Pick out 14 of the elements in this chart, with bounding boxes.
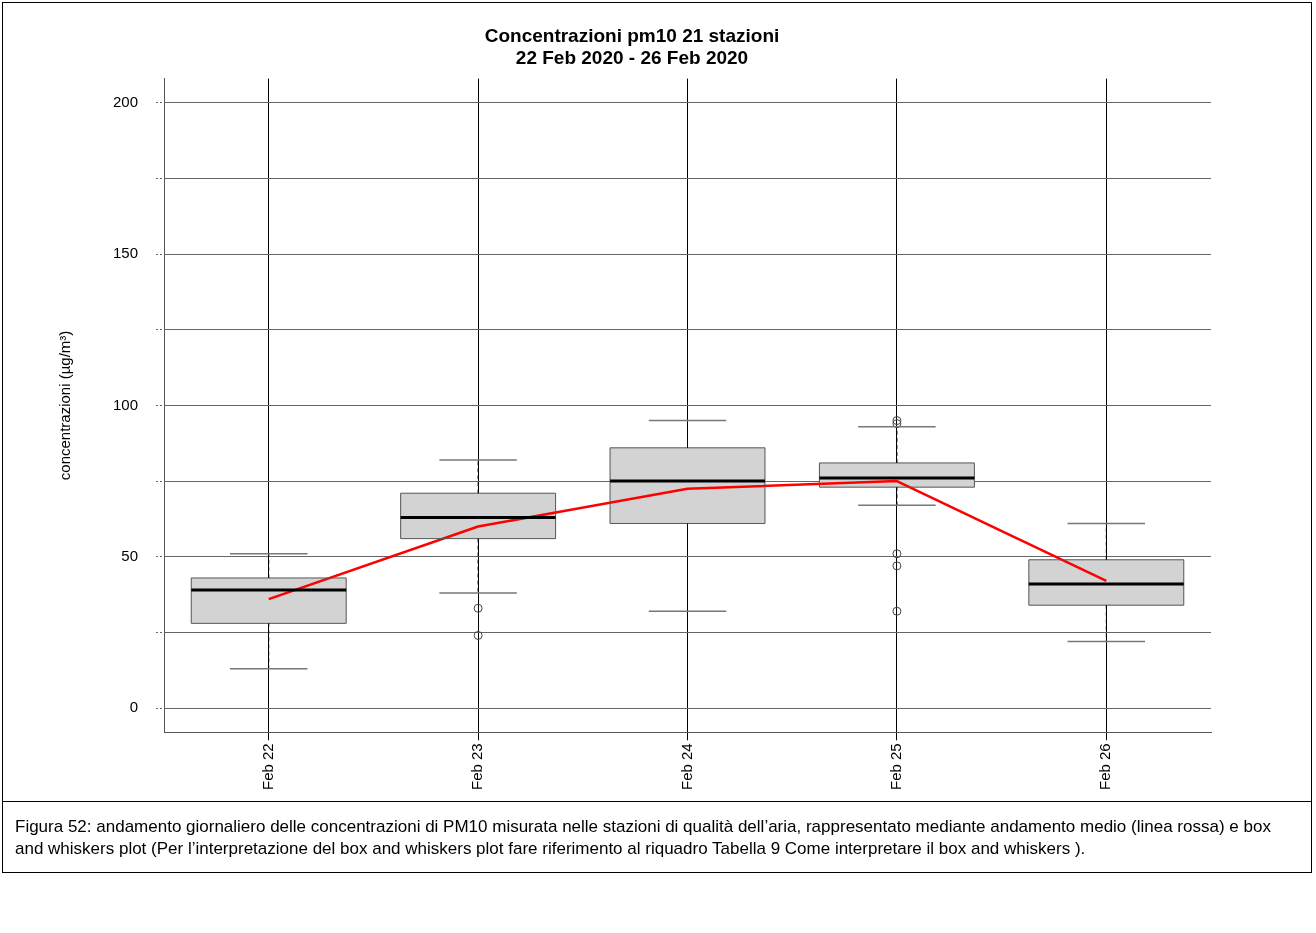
- y-axis-title: concentrazioni (µg/m³): [56, 330, 74, 481]
- x-tick-label: Feb 24: [677, 743, 695, 790]
- y-tick-label: 150: [113, 244, 139, 262]
- x-tick-label: Feb 22: [258, 743, 276, 790]
- chart-subtitle: 22 Feb 2020 - 26 Feb 2020: [515, 47, 749, 69]
- y-tick-label: 200: [113, 92, 139, 110]
- x-tick-label: Feb 25: [887, 743, 905, 790]
- y-tick-label: 50: [121, 546, 139, 564]
- chart-title: Concentrazioni pm10 21 stazioni: [484, 24, 780, 46]
- y-tick-label: 100: [113, 395, 139, 413]
- x-tick-label: Feb 23: [468, 743, 486, 790]
- text: Figura 52: andamento giornaliero delle concentrazioni di PM10 misurata nelle stazioni di qualità dell’aria, rappresentato mediante andamento medio (linea rossa) e box and whiskers plot (Per l’interpretazione del box and whiskers plot fare riferimento al riquadro Tabella 9 Come interpretare il box and whiskers ).: [15, 816, 1272, 860]
- y-tick-label: 0: [129, 698, 139, 716]
- x-tick-label: Feb 26: [1096, 743, 1114, 790]
